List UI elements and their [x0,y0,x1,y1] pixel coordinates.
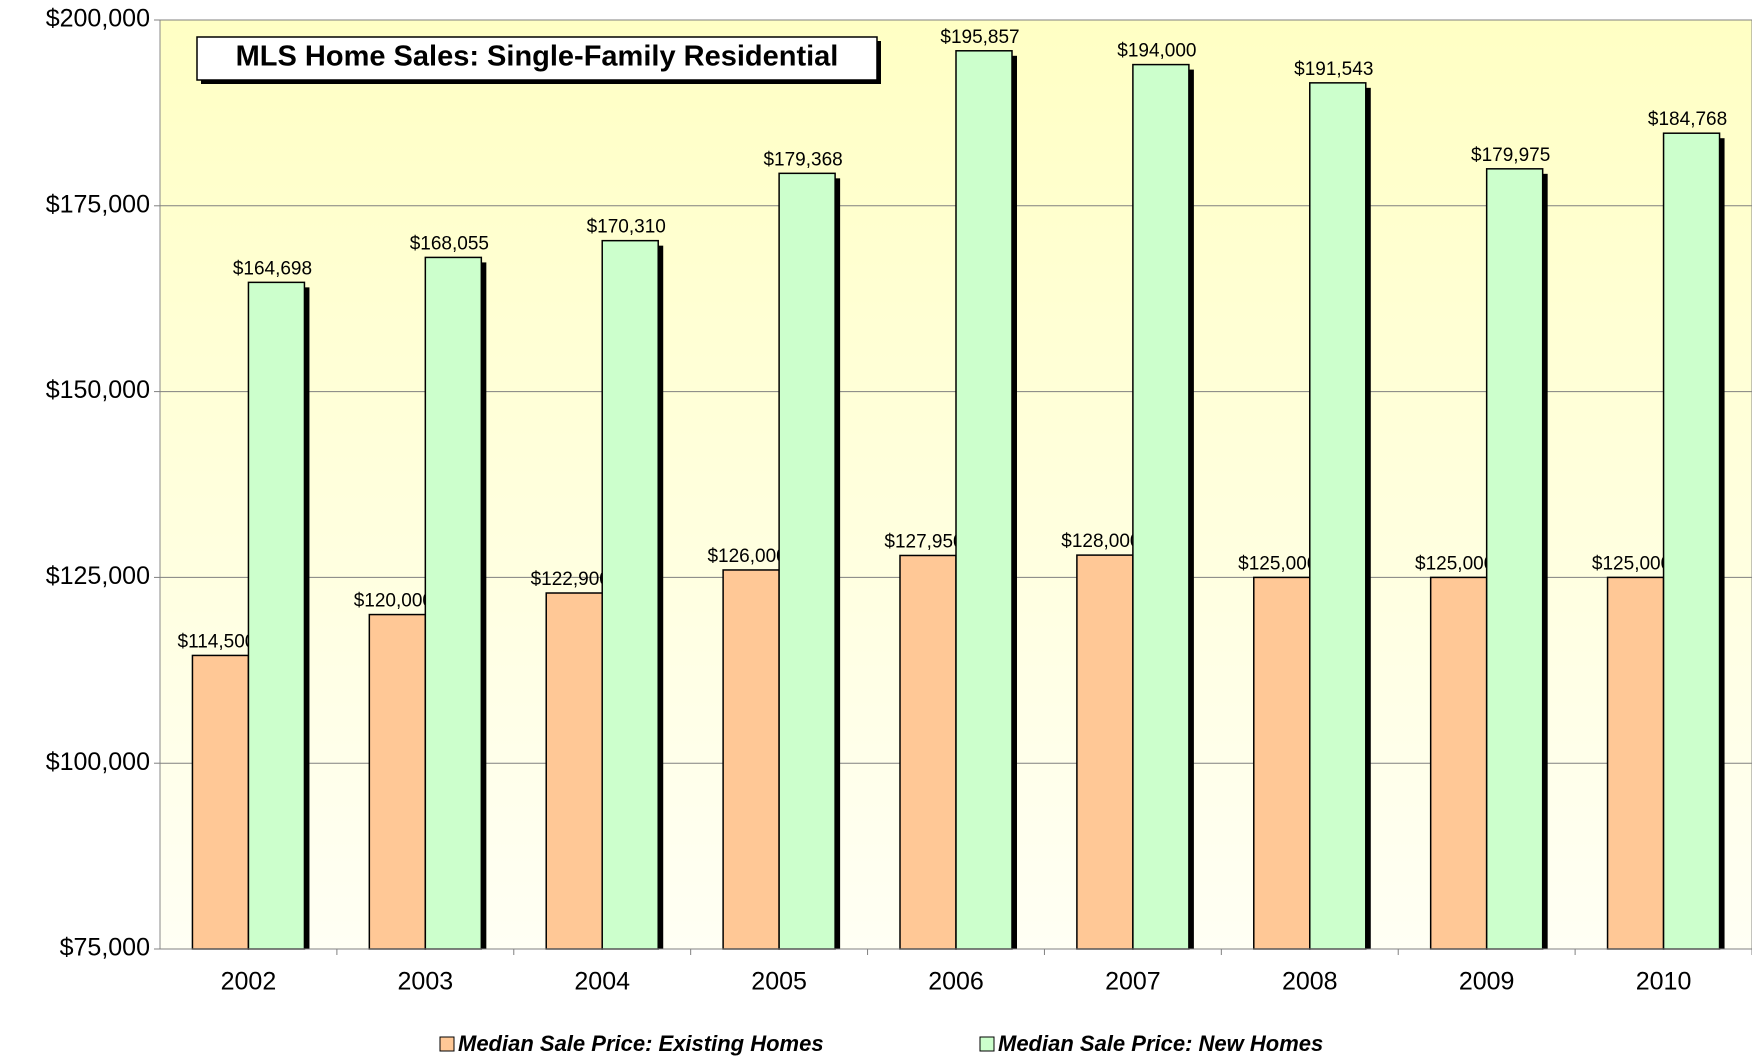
x-tick-label: 2004 [574,968,630,996]
value-label: $179,975 [1471,145,1550,166]
value-label: $191,543 [1294,59,1373,80]
bar [424,256,483,950]
x-tick-label: 2008 [1282,968,1338,996]
x-tick-label: 2010 [1636,968,1692,996]
bar [545,592,603,950]
bar [191,654,250,950]
bar [1309,82,1367,950]
legend-swatch [439,1036,455,1052]
y-tick-label: $200,000 [46,5,150,33]
bar [368,613,427,950]
bar [778,172,836,950]
y-tick-label: $100,000 [46,748,150,776]
x-tick-label: 2003 [398,968,454,996]
y-tick-label: $75,000 [60,934,150,962]
y-tick-label: $125,000 [46,562,150,590]
x-tick-label: 2005 [751,968,807,996]
y-tick-label: $175,000 [46,190,150,218]
x-tick-label: 2002 [221,968,277,996]
chart-title: MLS Home Sales: Single-Family Residentia… [236,41,839,73]
value-label: $194,000 [1117,41,1196,62]
legend-label: Median Sale Price: Existing Homes [458,1031,824,1056]
value-label: $122,900 [531,569,610,590]
bar [1253,576,1311,950]
value-label: $128,000 [1061,531,1140,552]
value-label: $120,000 [354,591,433,612]
value-label: $125,000 [1415,553,1494,574]
value-label: $179,368 [763,149,842,170]
bar [955,50,1013,950]
bar [1662,132,1721,950]
y-tick-label: $150,000 [46,376,150,404]
bar [722,569,780,950]
bar [247,281,306,950]
value-label: $164,698 [233,258,312,279]
bar [1429,576,1488,950]
x-tick-label: 2007 [1105,968,1161,996]
value-label: $114,500 [178,631,256,652]
bar [1132,63,1190,950]
bar [601,239,659,950]
value-label: $195,857 [940,27,1019,48]
value-label: $127,950 [884,531,963,552]
title-box [196,36,878,81]
value-label: $184,768 [1648,109,1727,130]
value-label: $170,310 [587,217,666,238]
bar [1485,168,1544,950]
legend-swatch [979,1036,995,1052]
bar [1076,554,1134,950]
value-label: $125,000 [1238,553,1317,574]
x-tick-label: 2009 [1459,968,1515,996]
value-label: $125,000 [1592,553,1671,574]
bar [1606,576,1665,950]
bar [899,554,957,950]
value-label: $168,055 [410,233,489,254]
value-label: $126,000 [707,546,786,567]
legend-label: Median Sale Price: New Homes [998,1031,1323,1056]
x-tick-label: 2006 [928,968,984,996]
